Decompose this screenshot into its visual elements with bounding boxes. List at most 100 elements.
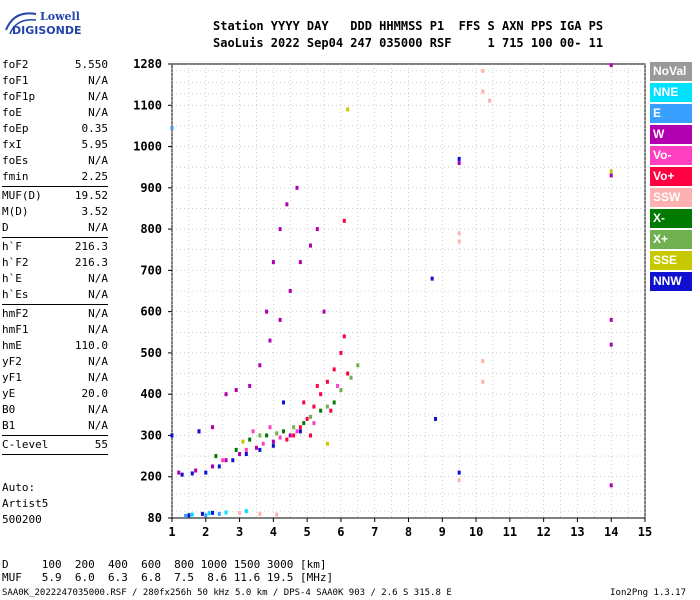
data-point (481, 89, 485, 94)
data-point (194, 468, 198, 473)
data-point (325, 441, 329, 446)
y-tick-label: 500 (140, 346, 162, 360)
param-value: 5.95 (81, 138, 109, 151)
digisonde-logo: Lowell DIGISONDE (2, 4, 92, 44)
param-name: C-level (2, 438, 49, 451)
data-point (295, 429, 299, 434)
data-point (197, 429, 201, 434)
legend-item: NNW (650, 272, 692, 291)
data-point (325, 404, 329, 409)
y-tick-label: 300 (140, 428, 162, 442)
param-row: foF1 N/A (2, 73, 108, 89)
data-point (261, 441, 265, 446)
data-point (271, 439, 275, 444)
distance-muf-table: D 100 200 400 600 800 1000 1500 3000 [km… (2, 558, 333, 584)
param-name: h`F (2, 240, 22, 253)
data-point (278, 317, 282, 322)
data-point (207, 511, 211, 516)
param-name: foEp (2, 122, 29, 135)
param-name: B1 (2, 419, 16, 432)
data-point (481, 379, 485, 384)
data-point (265, 433, 269, 438)
data-point (204, 470, 208, 475)
data-point (241, 439, 245, 444)
data-point (481, 68, 485, 73)
header-line-1: Station YYYY DAY DDD HHMMSS P1 FFS S AXN… (213, 19, 604, 33)
param-row: D N/A (2, 220, 108, 236)
data-point (336, 383, 340, 388)
data-point (224, 392, 228, 397)
data-point (258, 363, 262, 368)
data-point (302, 421, 306, 426)
data-point (332, 400, 336, 405)
data-point (609, 63, 613, 68)
param-separator (2, 304, 108, 305)
data-point (457, 470, 461, 475)
param-row: foF2 5.550 (2, 57, 108, 73)
version-label: Ion2Png 1.3.17 (610, 588, 686, 598)
data-point (234, 388, 238, 393)
param-name: foF1 (2, 74, 29, 87)
x-tick-label: 4 (270, 525, 277, 539)
legend-item: SSW (650, 188, 692, 207)
data-point (234, 447, 238, 452)
x-tick-label: 8 (405, 525, 412, 539)
param-name: h`E (2, 272, 22, 285)
data-point (190, 471, 194, 476)
param-value: 3.52 (81, 205, 109, 218)
data-point (244, 509, 248, 514)
data-point (339, 388, 343, 393)
data-point (268, 425, 272, 430)
x-tick-label: 1 (168, 525, 175, 539)
data-point (309, 243, 313, 248)
y-tick-label: 1100 (133, 98, 162, 112)
x-tick-label: 15 (638, 525, 652, 539)
param-value: N/A (88, 307, 108, 320)
param-value: 55 (94, 438, 108, 451)
data-point (288, 289, 292, 293)
param-value: N/A (88, 419, 108, 432)
header: Station YYYY DAY DDD HHMMSS P1 FFS S AXN… (213, 18, 603, 52)
data-point (430, 276, 434, 281)
data-point (231, 458, 235, 463)
param-row: h`Es N/A (2, 287, 108, 303)
param-name: fxI (2, 138, 22, 151)
data-point (190, 512, 194, 517)
param-value: 0.35 (81, 122, 109, 135)
data-point (248, 437, 252, 442)
data-point (309, 414, 313, 419)
param-name: hmF1 (2, 323, 29, 336)
data-point (346, 371, 350, 376)
x-tick-label: 2 (202, 525, 209, 539)
data-point (281, 429, 285, 434)
data-point (457, 231, 461, 236)
auto-label: Auto: (2, 481, 36, 494)
param-value: N/A (88, 403, 108, 416)
data-point (346, 107, 350, 112)
param-name: h`Es (2, 288, 29, 301)
y-tick-label: 1280 (133, 57, 162, 71)
param-name: hmF2 (2, 307, 29, 320)
data-point (214, 454, 218, 459)
logo-line2: DIGISONDE (12, 24, 82, 37)
data-point (217, 511, 221, 516)
data-point (342, 218, 346, 223)
data-point (356, 363, 360, 368)
x-tick-label: 9 (439, 525, 446, 539)
param-row: h`F2 216.3 (2, 255, 108, 271)
data-point (248, 383, 252, 388)
data-point (457, 156, 461, 161)
param-separator (2, 454, 108, 455)
data-point (278, 227, 282, 232)
data-point (170, 433, 174, 438)
scaled-parameters-panel: foF2 5.550 foF1 N/A foF1p N/A foE N/A foEp 0.35 fx… (2, 57, 108, 456)
data-point (177, 470, 181, 475)
data-point (609, 483, 613, 488)
y-tick-label: 600 (140, 305, 162, 319)
autoscaling-info: Auto: Artist5 500200 (2, 480, 48, 528)
data-point (339, 350, 343, 355)
data-point (204, 513, 208, 518)
data-point (488, 98, 492, 103)
param-row: MUF(D) 19.52 (2, 188, 108, 204)
param-name: yF1 (2, 371, 22, 384)
